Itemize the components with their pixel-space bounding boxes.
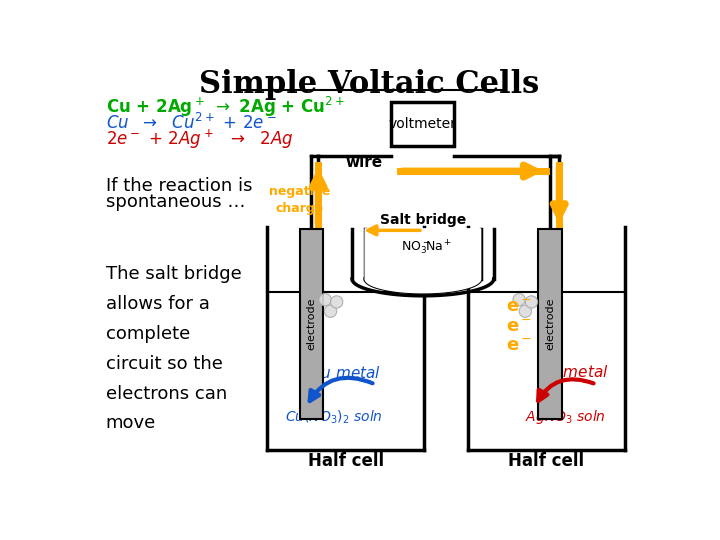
Text: Half cell: Half cell [308, 453, 384, 470]
Polygon shape [365, 229, 481, 293]
Text: voltmeter: voltmeter [388, 117, 456, 131]
Text: NO$_3^-$: NO$_3^-$ [400, 239, 430, 255]
Circle shape [324, 305, 337, 318]
Text: $\it{Cu(NO_3)_2\ soln}$: $\it{Cu(NO_3)_2\ soln}$ [285, 409, 383, 426]
Text: $\it{2e^-}$ $\it{+}$ $\it{2Ag^+}$  $\rightarrow$  $\it{2Ag}$: $\it{2e^-}$ $\it{+}$ $\it{2Ag^+}$ $\righ… [106, 128, 293, 151]
Text: $\it{Cu\ metal}$: $\it{Cu\ metal}$ [310, 365, 382, 381]
Text: e$^-$: e$^-$ [506, 337, 532, 355]
Bar [539, 229, 562, 419]
Bar [390, 102, 454, 146]
Circle shape [519, 305, 531, 318]
Text: Cu + 2Ag$^+$ $\rightarrow$ 2Ag + Cu$^{2+}$: Cu + 2Ag$^+$ $\rightarrow$ 2Ag + Cu$^{2+… [106, 95, 345, 119]
Text: Simple Voltaic Cells: Simple Voltaic Cells [199, 69, 539, 99]
Text: e$^-$: e$^-$ [506, 318, 532, 335]
Text: wire: wire [346, 155, 383, 170]
Text: spontaneous …: spontaneous … [106, 193, 245, 211]
Text: electrode: electrode [545, 298, 555, 350]
Text: $\it{Ag\ metal}$: $\it{Ag\ metal}$ [537, 363, 609, 382]
Text: electrode: electrode [306, 298, 316, 350]
Circle shape [513, 293, 526, 306]
Circle shape [526, 296, 538, 308]
Text: e$^-$: e$^-$ [506, 298, 532, 316]
Text: $\it{Cu}$  $\rightarrow$  $\it{Cu^{2+}}$ $\it{+}$ $\it{2e^-}$: $\it{Cu}$ $\rightarrow$ $\it{Cu^{2+}}$ $… [106, 113, 276, 133]
Circle shape [330, 296, 343, 308]
Text: Half cell: Half cell [508, 453, 584, 470]
Text: Salt bridge: Salt bridge [379, 213, 466, 227]
Text: $\it{AgNO_3\ soln}$: $\it{AgNO_3\ soln}$ [525, 408, 606, 427]
Text: If the reaction is: If the reaction is [106, 178, 252, 195]
Circle shape [319, 293, 331, 306]
Text: Na$^+$: Na$^+$ [425, 240, 452, 255]
Text: negative
charge: negative charge [269, 185, 330, 214]
Text: The salt bridge
allows for a
complete
circuit so the
electrons can
move: The salt bridge allows for a complete ci… [106, 265, 241, 433]
Bar [300, 229, 323, 419]
